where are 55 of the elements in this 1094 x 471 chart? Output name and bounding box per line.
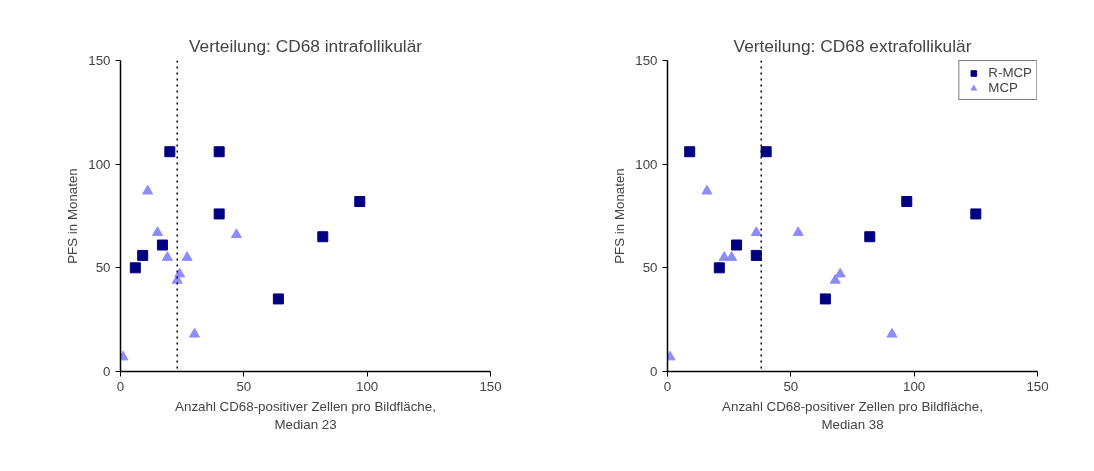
point <box>213 208 225 220</box>
y-tick-label: 50 <box>642 260 658 276</box>
point <box>230 228 242 239</box>
point <box>750 226 762 236</box>
legend-label: R-MCP <box>988 65 1032 80</box>
point <box>792 226 804 236</box>
point <box>731 239 743 251</box>
point <box>164 146 176 158</box>
point <box>970 208 982 220</box>
y-tick-label: 150 <box>635 53 658 68</box>
x-axis-title: Anzahl CD68-positiver Zellen pro Bildfläche, Median 38 <box>722 398 983 432</box>
point <box>317 231 329 243</box>
x-tick-label: 50 <box>783 378 799 394</box>
point <box>819 293 831 305</box>
point <box>156 239 168 251</box>
legend-label: MCP <box>988 80 1018 95</box>
point <box>750 249 762 261</box>
point <box>152 226 163 236</box>
point <box>726 251 738 261</box>
y-tick-label: 100 <box>88 156 111 172</box>
y-tick-label: 150 <box>88 53 111 68</box>
point <box>181 251 193 261</box>
point <box>142 184 154 195</box>
x-tick-label: 100 <box>903 378 926 394</box>
point <box>137 249 149 261</box>
point <box>189 327 200 338</box>
point <box>718 251 730 261</box>
y-tick-label: 0 <box>103 364 111 379</box>
point <box>701 184 713 195</box>
point <box>713 262 725 274</box>
point <box>272 293 284 305</box>
point <box>129 262 141 274</box>
x-tick-label: 0 <box>116 378 125 394</box>
x-tick-label: 0 <box>663 378 672 394</box>
y-axis-title: PFS in Monaten <box>65 168 81 264</box>
point <box>760 146 772 158</box>
y-axis-title: PFS in Monaten <box>612 168 628 264</box>
point <box>213 146 225 158</box>
point <box>684 146 696 158</box>
y-tick-label: 100 <box>635 156 658 172</box>
y-tick-label: 0 <box>650 364 658 379</box>
x-tick-label: 50 <box>236 378 252 394</box>
x-axis-title: Anzahl CD68-positiver Zellen pro Bildfläche, Median 23 <box>175 398 436 432</box>
point <box>864 231 876 243</box>
chart-title: Verteilung: CD68 extrafollikulär <box>733 35 972 56</box>
point <box>161 251 173 261</box>
x-tick-label: 150 <box>479 378 502 394</box>
point <box>829 274 841 284</box>
y-tick-label: 50 <box>95 260 111 276</box>
point <box>901 195 913 207</box>
x-tick-label: 150 <box>1026 378 1049 394</box>
point <box>886 327 898 338</box>
point <box>354 195 366 207</box>
chart-title: Verteilung: CD68 intrafollikulär <box>188 35 423 56</box>
x-tick-label: 100 <box>356 378 379 394</box>
